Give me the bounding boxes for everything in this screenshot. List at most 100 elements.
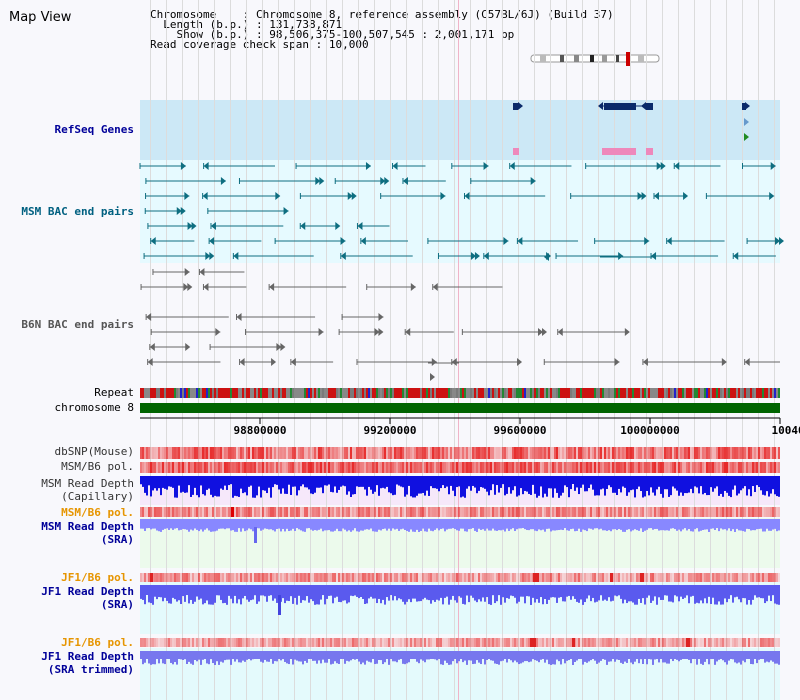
jf1-pol-heat bbox=[324, 573, 326, 582]
msm-pol-heat-2 bbox=[222, 507, 224, 517]
track-label-refseq[interactable]: RefSeq Genes bbox=[54, 123, 134, 136]
arrow-right bbox=[745, 102, 750, 110]
msm-pol-heat bbox=[180, 462, 182, 473]
jf1-sra-bar bbox=[670, 590, 672, 602]
jf1-pol-heat bbox=[412, 573, 414, 582]
msm-sra-bar bbox=[576, 527, 578, 531]
repeat-mark bbox=[578, 388, 580, 398]
dbsnp-heat bbox=[146, 447, 148, 459]
jf1-pol-heat bbox=[466, 573, 468, 582]
msm-pol-heat bbox=[250, 462, 252, 473]
msm-pol-heat bbox=[402, 462, 404, 473]
msm-sra-bar bbox=[672, 527, 674, 529]
jf1-sra-bar bbox=[202, 590, 204, 605]
jf1-pol-heat bbox=[374, 573, 376, 582]
repeat-mark bbox=[542, 388, 544, 398]
msm-depth-base bbox=[140, 476, 780, 482]
msm-depth-bar bbox=[168, 480, 170, 487]
msm-pol-heat bbox=[456, 462, 458, 473]
jf1-pol-heat bbox=[440, 573, 442, 582]
jf1-pol-heat bbox=[270, 573, 272, 582]
jf1-pol-heat bbox=[204, 573, 206, 582]
msm-sra-bar bbox=[646, 527, 648, 530]
jf1-pol-heat-2 bbox=[658, 638, 660, 647]
dbsnp-heat bbox=[340, 447, 342, 459]
jf1-sra-bar bbox=[596, 590, 598, 602]
jf1-pol-heat bbox=[778, 573, 780, 582]
bac-end-arrow bbox=[770, 162, 776, 170]
msm-depth-bar bbox=[588, 480, 590, 489]
jf1-sra-bar bbox=[730, 590, 732, 596]
msm-pol-heat bbox=[154, 462, 156, 473]
msm-depth-bar bbox=[496, 480, 498, 486]
jf1-sra-bar bbox=[296, 590, 298, 605]
msm-pol-heat-2 bbox=[548, 507, 550, 517]
jf1-pol-heat bbox=[698, 573, 700, 582]
jf1-trim-bar bbox=[510, 655, 512, 661]
msm-pol-heat-2 bbox=[460, 507, 462, 517]
jf1-pol-heat bbox=[346, 573, 348, 582]
jf1-pol-heat bbox=[776, 573, 778, 582]
jf1-pol-heat-2 bbox=[432, 638, 434, 647]
repeat-mark bbox=[724, 388, 726, 398]
jf1-pol-heat bbox=[730, 573, 732, 582]
msm-pol-heat-2 bbox=[146, 507, 148, 517]
jf1-trim-bar bbox=[180, 655, 182, 660]
jf1-sra-bar bbox=[578, 590, 580, 603]
jf1-sra-bar bbox=[692, 590, 694, 596]
track-label-msm-bac[interactable]: MSM BAC end pairs bbox=[21, 205, 134, 218]
chromosome-ideogram[interactable] bbox=[530, 52, 660, 66]
dbsnp-heat bbox=[554, 447, 556, 459]
msm-depth-bar bbox=[532, 480, 534, 485]
dbsnp-heat bbox=[698, 447, 700, 459]
jf1-trim-bar bbox=[728, 655, 730, 661]
jf1-pol-heat bbox=[576, 573, 578, 582]
jf1-pol-heat bbox=[246, 573, 248, 582]
jf1-sra-bar bbox=[148, 590, 150, 603]
msm-pol-heat bbox=[200, 462, 202, 473]
msm-sra-bar bbox=[534, 527, 536, 531]
msm-depth-bar bbox=[184, 480, 186, 493]
msm-sra-bar bbox=[156, 527, 158, 531]
jf1-trim-bar bbox=[644, 655, 646, 659]
msm-pol-heat-2 bbox=[370, 507, 372, 517]
msm-depth-bar bbox=[778, 480, 780, 497]
dbsnp-heat bbox=[154, 447, 156, 459]
jf1-sra-bar bbox=[386, 590, 388, 598]
jf1-trim-bar bbox=[370, 655, 372, 663]
msm-sra-bar bbox=[690, 527, 692, 532]
repeat-mark bbox=[564, 388, 566, 398]
dbsnp-heat bbox=[682, 447, 684, 459]
repeat-mark bbox=[758, 388, 760, 398]
dbsnp-heat bbox=[196, 447, 198, 459]
jf1-pol-heat bbox=[344, 573, 346, 582]
msm-pol-heat-2 bbox=[254, 507, 256, 517]
repeat-mark bbox=[540, 388, 542, 398]
jf1-pol-heat-2 bbox=[518, 638, 520, 647]
jf1-pol-heat-2 bbox=[718, 638, 720, 647]
jf1-sra-bar bbox=[246, 590, 248, 600]
jf1-pol-heat-2 bbox=[598, 638, 600, 647]
jf1-trim-bar bbox=[722, 655, 724, 661]
jf1-pol-heat bbox=[218, 573, 220, 582]
jf1-pol-heat bbox=[608, 573, 610, 582]
msm-pol-heat-2 bbox=[540, 507, 542, 517]
dbsnp-heat bbox=[636, 447, 638, 459]
repeat-mark bbox=[480, 388, 482, 398]
track-label-jf1-depth-trimmed: JF1 Read Depth bbox=[41, 650, 134, 663]
repeat-mark bbox=[356, 388, 358, 398]
msm-pol-heat-2 bbox=[358, 507, 360, 517]
dbsnp-heat bbox=[378, 447, 380, 459]
msm-depth-bar bbox=[662, 480, 664, 498]
jf1-sra-bar bbox=[156, 590, 158, 600]
msm-depth-bar bbox=[528, 480, 530, 494]
jf1-trim-bar bbox=[568, 655, 570, 661]
jf1-pol-heat-2 bbox=[608, 638, 610, 647]
jf1-trim-bar bbox=[622, 655, 624, 664]
track-label-b6n-bac[interactable]: B6N BAC end pairs bbox=[21, 318, 134, 331]
msm-depth-bar bbox=[240, 480, 242, 489]
repeat-mark bbox=[416, 388, 418, 398]
jf1-pol-heat bbox=[294, 573, 296, 582]
jf1-pol-heat-2 bbox=[746, 638, 748, 647]
msm-sra-bar bbox=[282, 527, 284, 529]
